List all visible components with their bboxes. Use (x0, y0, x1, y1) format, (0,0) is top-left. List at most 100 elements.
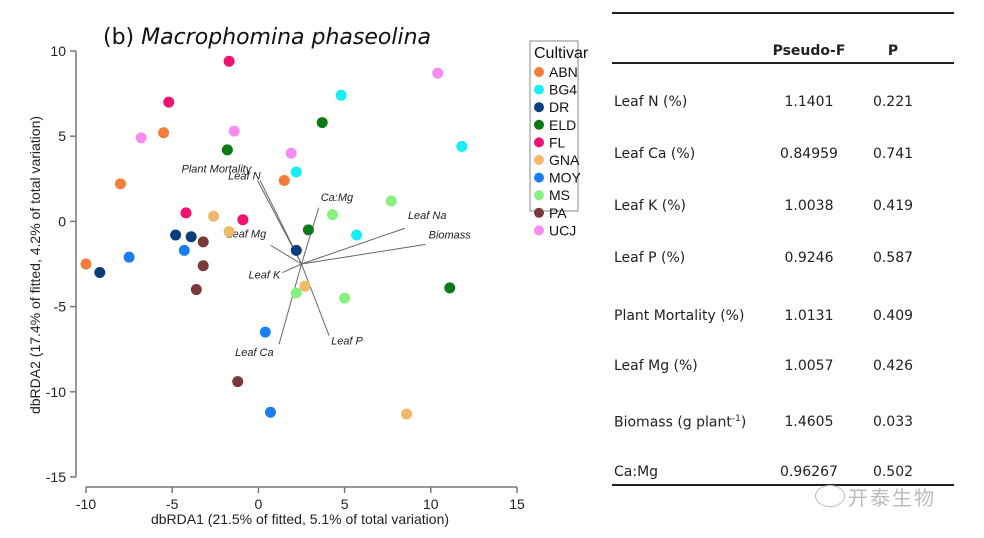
point-eld (444, 282, 456, 294)
table-top-rule (612, 12, 954, 14)
legend-marker-bg4 (534, 84, 544, 95)
table-row-p: 0.419 (872, 198, 914, 214)
vector-leaf-k (282, 263, 302, 273)
table-row-name: Leaf K (%) (614, 198, 686, 214)
legend-label-dr: DR (549, 99, 569, 115)
table-row-name: Plant Mortality (%) (614, 308, 745, 324)
legend-marker-ms (534, 190, 544, 201)
legend-marker-dr (534, 102, 544, 113)
point-abn (158, 127, 170, 139)
y-tick-label: -5 (54, 299, 67, 315)
dbrda-plot: (b) Macrophomina phaseolina 10 5 0 -5 -10 -15… (27, 25, 589, 527)
legend-marker-moy (534, 172, 544, 183)
legend-marker-fl (534, 137, 544, 148)
x-tick-label: 5 (341, 496, 349, 512)
point-fl (223, 55, 235, 67)
header-p: P (887, 43, 899, 59)
table-row-pseudo-f: 1.0038 (784, 198, 834, 214)
point-dr (170, 229, 182, 241)
vector-leaf-ca (278, 263, 302, 345)
point-eld (221, 144, 233, 156)
point-pa (232, 376, 244, 388)
table-row-pseudo-f: 0.84959 (780, 146, 838, 162)
point-moy (264, 406, 276, 418)
point-ms (385, 195, 397, 207)
vector-label-leaf-na: Leaf Na (408, 210, 447, 222)
table-row-name: Ca:Mg (614, 464, 659, 480)
legend-label-ms: MS (549, 187, 570, 203)
scatter-points (80, 55, 468, 420)
legend-label-ucj: UCJ (549, 222, 576, 238)
x-tick-label: -5 (166, 496, 179, 512)
table-row-p: 0.221 (872, 94, 914, 110)
table-row-p: 0.502 (872, 464, 914, 480)
x-tick-label: -10 (76, 496, 96, 512)
point-moy (259, 326, 271, 338)
table-row-name: Leaf Ca (%) (614, 146, 696, 162)
point-abn (80, 258, 92, 270)
table-row-pseudo-f: 0.96267 (780, 464, 838, 480)
chart-title-species: Macrophomina phaseolina (141, 25, 431, 50)
axes: 10 5 0 -5 -10 -15 -10 -5 0 5 10 15 (46, 43, 525, 512)
legend-marker-eld (534, 119, 544, 130)
table-row-p: 0.409 (872, 308, 914, 324)
table-row-p: 0.033 (872, 414, 914, 430)
table-row-name: Leaf N (%) (614, 94, 688, 110)
legend-title: Cultivar (534, 45, 589, 62)
table-row-p: 0.587 (872, 250, 914, 266)
legend-label-fl: FL (549, 134, 566, 150)
legend-label-eld: ELD (549, 117, 576, 133)
point-gna (208, 210, 220, 222)
point-bg4 (456, 140, 468, 152)
legend-marker-abn (534, 67, 544, 77)
point-ucj (135, 132, 147, 144)
vector-label-leaf-p: Leaf P (331, 336, 363, 348)
vector-biomass (301, 243, 426, 265)
table-row-pseudo-f: 1.0057 (784, 358, 834, 374)
x-axis-title: dbRDA1 (21.5% of fitted, 5.1% of total v… (151, 511, 449, 527)
point-ucj (432, 67, 444, 79)
vector-leaf-p (301, 263, 330, 336)
vector-ca-mg (301, 207, 320, 265)
vector-leaf-na (301, 227, 406, 265)
legend-label-bg4: BG4 (549, 82, 577, 98)
point-moy (178, 244, 190, 256)
point-ucj (228, 125, 240, 137)
point-gna (299, 280, 311, 292)
x-tick-label: 0 (255, 496, 263, 512)
vector-label-plant-mortality: Plant Mortality (182, 164, 253, 176)
table-bottom-rule (612, 484, 954, 486)
point-pa (197, 260, 209, 272)
vector-label-ca-mg: Ca:Mg (321, 192, 354, 204)
y-tick-label: -10 (46, 384, 66, 400)
y-axis-title: dbRDA2 (17.4% of fitted, 4.2% of total v… (27, 116, 43, 414)
y-tick-label: 0 (58, 213, 66, 229)
x-tick-label: 15 (509, 496, 525, 512)
point-moy (123, 251, 135, 263)
vector-label-biomass: Biomass (429, 229, 472, 241)
legend-label-abn: ABN (549, 64, 578, 80)
superscript: -1 (731, 414, 741, 424)
vector-label-leaf-ca: Leaf Ca (235, 347, 274, 359)
x-tick-label: 10 (423, 496, 439, 512)
point-pa (190, 284, 202, 296)
chart-title-prefix: (b) (103, 25, 141, 50)
legend-label-pa: PA (549, 205, 567, 221)
vector-label-leaf-k: Leaf K (249, 270, 281, 282)
point-eld (316, 117, 328, 129)
legend-marker-gna (534, 155, 544, 165)
vector-label-leaf-n: Leaf N (228, 171, 260, 183)
legend-label-gna: GNA (549, 152, 580, 168)
wechat-icon (815, 485, 845, 507)
table-row-pseudo-f: 0.9246 (784, 250, 834, 266)
point-ms (290, 287, 302, 299)
y-tick-label: 10 (50, 43, 66, 59)
legend-label-moy: MOY (549, 170, 582, 186)
chart-title: (b) Macrophomina phaseolina (103, 25, 431, 50)
point-fl (163, 96, 175, 108)
point-ms (327, 209, 339, 221)
legend-marker-pa (534, 207, 544, 218)
point-bg4 (335, 89, 347, 101)
table-row-p: 0.426 (872, 358, 914, 374)
